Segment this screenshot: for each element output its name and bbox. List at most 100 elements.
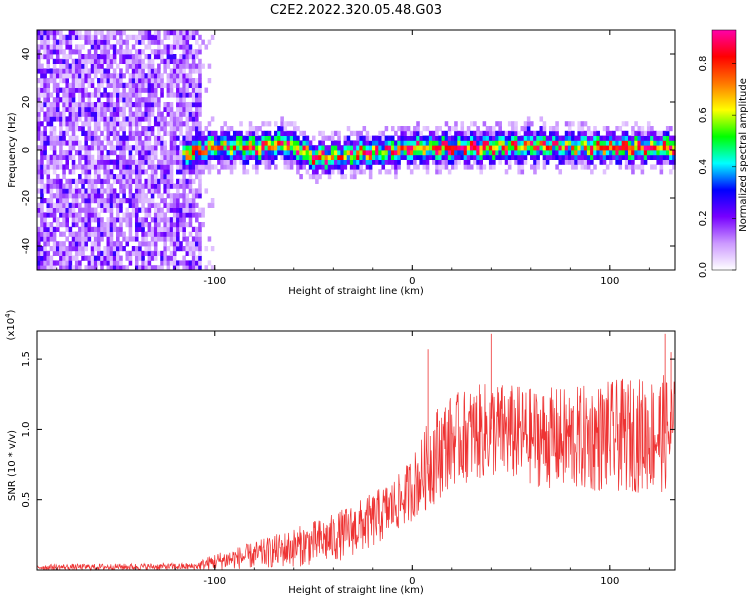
spectrogram-cell [261,140,265,146]
spectrogram-cell [141,102,145,108]
spectrogram-cell [571,159,575,165]
spectrogram-cell [466,164,471,170]
spectrogram-cell [138,250,142,256]
spectrogram-cell [87,54,92,60]
spectrogram-cell [517,154,521,160]
spectrogram-cell [182,265,186,271]
spectrogram-cell [46,174,51,180]
spectrogram-cell [182,154,186,160]
spectrogram-cell [125,265,130,271]
spectrogram-cell [138,87,142,93]
spectrogram-cell [318,145,322,151]
spectrogram-cell [138,193,142,199]
spectrogram-cell [106,44,111,50]
spectrogram-cell [590,169,594,175]
colorbar-tick-label: 0.6 [698,107,709,123]
spectrogram-cell [119,111,123,117]
spectrogram-cell [68,116,73,122]
spectrogram-cell [37,87,41,93]
spectrogram-cell [62,246,66,252]
spectrogram-cell [179,260,183,266]
spectrogram-cell [574,135,578,141]
spectrogram-cell [160,135,164,141]
spectrogram-cell [318,140,322,146]
spectrogram-cell [394,174,398,180]
spectrogram-cell [176,30,180,36]
spectrogram-cell [68,44,73,50]
spectrogram-cell [37,145,41,151]
spectrogram-cell [106,246,111,252]
spectrogram-cell [166,222,171,228]
spectrogram-cell [90,82,95,88]
spectrogram-cell [153,68,158,74]
spectrogram-cell [97,169,101,175]
spectrogram-cell [134,236,139,242]
spectrogram-cell [302,150,307,156]
spectrogram-cell [555,154,559,160]
spectrogram-cell [182,150,186,156]
spectrogram-cell [62,212,66,218]
spectrogram-cell [119,121,123,127]
spectrogram-cell [255,140,259,146]
spectrogram-cell [223,164,228,170]
spectrogram-cell [498,135,502,141]
spectrogram-cell [182,135,186,141]
spectrogram-cell [172,198,177,204]
spectrogram-cell [387,150,392,156]
spectrogram-cell [381,130,386,136]
spectrogram-cell [78,145,82,151]
spectrogram-cell [191,126,196,132]
spectrogram-cell [43,154,47,160]
spectrogram-cell [122,231,126,237]
spectrogram-cell [195,255,199,261]
spectrogram-cell [109,145,114,151]
spectrogram-cell [52,97,57,103]
spectrogram-cell [261,130,265,136]
spectrogram-cell [49,92,54,98]
spectrogram-cell [191,150,196,156]
spectrogram-cell [188,178,193,184]
spectrogram-cell [109,121,114,127]
spectrogram-cell [40,34,44,40]
spectrogram-cell [134,164,139,170]
spectrogram-cell [482,140,487,146]
spectrogram-cell [229,145,234,151]
spectrogram-cell [71,154,76,160]
spectrogram-cell [586,130,591,136]
spectrogram-cell [413,159,417,165]
spectrogram-cell [523,150,528,156]
spectrogram-cell [46,82,51,88]
spectrogram-cell [134,135,139,141]
spectrogram-cell [131,44,136,50]
spectrogram-cell [144,236,149,242]
spectrogram-cell [109,54,114,60]
spectrogram-cell [131,78,136,84]
spectrogram-cell [52,135,57,141]
spectrogram-cell [93,58,98,64]
spectrogram-cell [81,246,85,252]
spectrogram-cell [368,150,373,156]
spectrogram-cell [567,121,572,127]
spectrogram-cell [466,145,471,151]
spectrogram-cell [530,154,534,160]
spectrogram-cell [78,82,82,88]
spectrogram-cell [387,140,392,146]
spectrogram-cell [125,241,130,247]
spectrogram-cell [109,255,114,261]
spectrogram-cell [552,126,556,132]
spectrogram-cell [201,39,205,45]
spectrogram-cell [185,260,190,266]
spectrogram-cell [299,174,303,180]
spectrogram-cell [191,135,196,141]
spectrogram-cell [514,145,518,151]
spectrogram-cell [68,30,73,36]
spectrogram-cell [251,126,256,132]
spectrogram-cell [119,222,123,228]
spectrogram-cell [280,116,284,122]
spectrogram-cell [201,130,205,136]
spectrogram-cell [482,154,487,160]
spectrogram-cell [87,178,92,184]
spectrogram-cell [289,154,294,160]
spectrogram-cell [37,102,41,108]
spectrogram-cell [599,154,604,160]
